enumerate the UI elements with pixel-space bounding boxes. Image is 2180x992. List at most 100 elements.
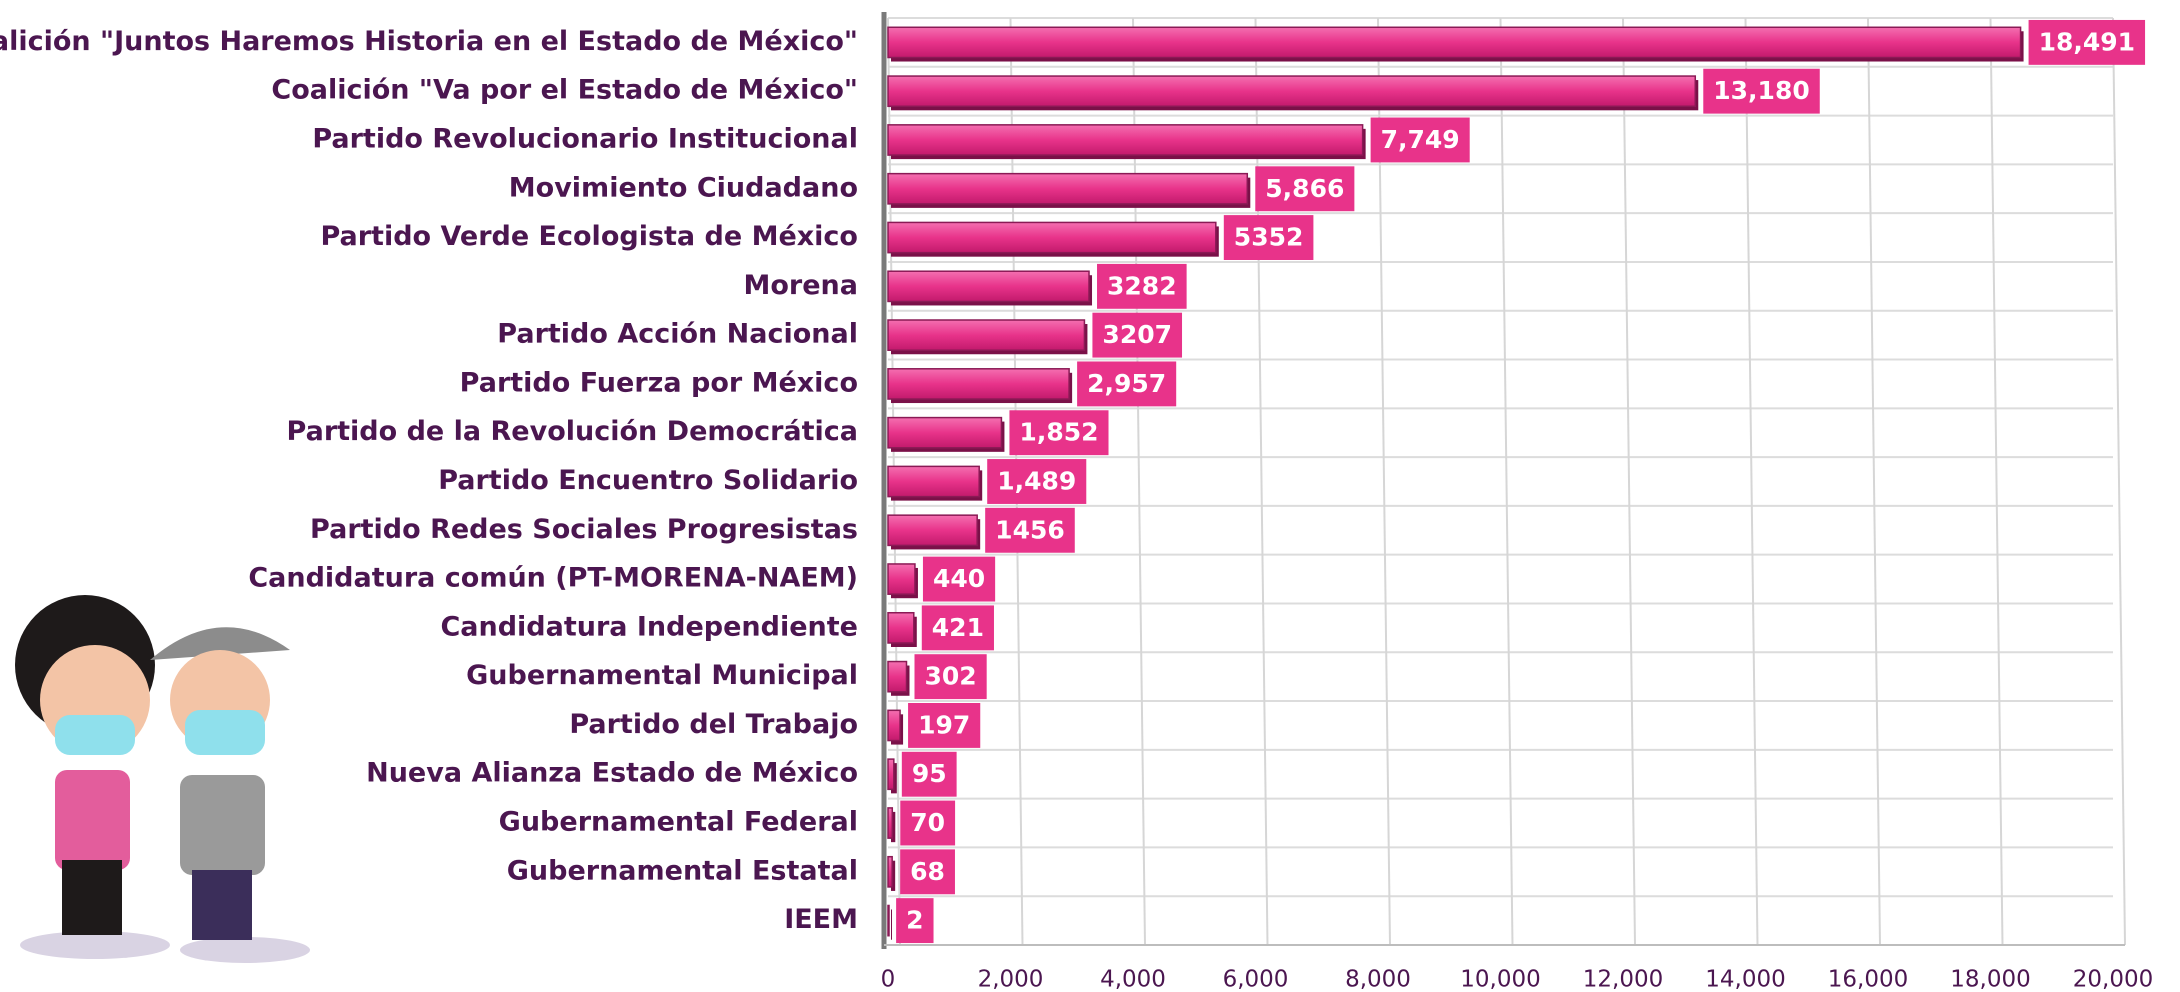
x-tick-label: 16,000 xyxy=(1828,967,1908,992)
value-label: 2,957 xyxy=(1087,369,1166,398)
bar-shadow xyxy=(891,909,892,940)
bar xyxy=(887,221,1217,254)
value-label: 18,491 xyxy=(2039,27,2135,56)
y-tick-label: Partido Revolucionario Institucional xyxy=(312,123,858,154)
x-tick-label: 4,000 xyxy=(1100,967,1166,992)
bar xyxy=(887,514,978,547)
x-tick-label: 8,000 xyxy=(1345,967,1411,992)
value-label-box xyxy=(1009,410,1109,456)
value-label: 3282 xyxy=(1107,271,1177,300)
bar xyxy=(887,416,1003,449)
value-label-group: 13,180 xyxy=(1703,68,1820,114)
value-label-group: 1,852 xyxy=(1009,410,1109,456)
x-tick-label: 14,000 xyxy=(1705,967,1785,992)
y-tick-label: Partido Verde Ecologista de México xyxy=(320,221,858,252)
grid-line xyxy=(1499,17,1514,946)
bar xyxy=(887,611,915,644)
value-label-box xyxy=(1703,68,1820,114)
bar-shadow xyxy=(891,811,896,843)
value-label: 1456 xyxy=(995,515,1065,544)
value-label-group: 3207 xyxy=(1092,312,1183,358)
value-label-group: 197 xyxy=(908,703,981,748)
bar xyxy=(887,270,1090,303)
y-tick-label: IEEM xyxy=(784,904,858,935)
x-tick-label: 20,000 xyxy=(2073,967,2153,992)
value-label-box xyxy=(1097,263,1187,309)
value-label: 197 xyxy=(918,710,970,739)
y-tick-label: Candidatura común (PT-MORENA-NAEM) xyxy=(248,563,858,594)
value-label-group: 70 xyxy=(900,800,956,846)
grid-line xyxy=(1377,17,1391,946)
bar xyxy=(887,709,901,742)
value-label-group: 2 xyxy=(896,898,934,944)
bar xyxy=(887,172,1249,205)
value-label-box xyxy=(987,459,1087,504)
value-label: 95 xyxy=(912,759,947,788)
bar xyxy=(887,758,895,791)
bar xyxy=(887,465,980,498)
x-tick-label: 10,000 xyxy=(1460,967,1540,992)
x-tick-label: 0 xyxy=(881,967,896,992)
y-tick-label: Partido Fuerza por México xyxy=(460,367,858,398)
value-label-group: 1,489 xyxy=(987,459,1087,504)
x-tick-label: 6,000 xyxy=(1223,967,1289,992)
value-label: 3207 xyxy=(1102,320,1172,349)
value-label-box xyxy=(1092,312,1183,358)
bar xyxy=(887,75,1697,108)
value-label-group: 5,866 xyxy=(1255,166,1355,212)
value-label: 7,749 xyxy=(1381,125,1460,154)
value-label-group: 68 xyxy=(900,849,955,895)
value-label-box xyxy=(914,654,987,700)
value-label: 70 xyxy=(910,808,945,837)
value-label: 1,489 xyxy=(997,467,1076,496)
value-label: 302 xyxy=(924,662,976,691)
value-label: 2 xyxy=(906,906,923,935)
value-label-box xyxy=(1223,215,1314,260)
y-tick-label: Partido Encuentro Solidario xyxy=(438,465,858,496)
value-label-box xyxy=(2028,19,2146,65)
value-label-box xyxy=(901,751,957,797)
bar xyxy=(887,660,908,693)
bar-shadow xyxy=(891,860,896,891)
value-label-group: 95 xyxy=(901,751,957,797)
grid-line xyxy=(1622,17,1636,946)
bar xyxy=(887,26,2022,59)
x-tick-label: 18,000 xyxy=(1950,967,2030,992)
y-tick-label: Partido Redes Sociales Progresistas xyxy=(310,514,858,545)
bar xyxy=(887,124,1364,156)
value-label-box xyxy=(922,556,996,602)
value-label-box xyxy=(1370,117,1470,163)
value-label-group: 3282 xyxy=(1097,263,1187,309)
y-tick-label: Gubernamental Federal xyxy=(499,807,858,838)
y-tick-label: Partido del Trabajo xyxy=(569,709,858,740)
y-tick-label: Partido Acción Nacional xyxy=(497,319,858,350)
value-label-group: 7,749 xyxy=(1370,117,1470,163)
value-label: 5,866 xyxy=(1265,174,1344,203)
value-label-box xyxy=(921,605,994,651)
y-tick-label: Coalición "Va por el Estado de México" xyxy=(271,75,858,106)
grid-line xyxy=(1989,17,2004,946)
y-tick-label: Movimiento Ciudadano xyxy=(509,172,858,203)
bar xyxy=(887,807,894,839)
value-label: 13,180 xyxy=(1713,76,1809,105)
y-tick-label: Morena xyxy=(744,270,859,301)
grid-line xyxy=(1132,17,1146,946)
bar xyxy=(887,319,1086,352)
value-label-group: 2,957 xyxy=(1077,361,1177,407)
value-label-group: 421 xyxy=(921,605,994,651)
value-label-group: 1456 xyxy=(985,507,1075,553)
value-label-group: 18,491 xyxy=(2028,19,2146,65)
value-label-box xyxy=(985,507,1075,553)
value-label: 440 xyxy=(933,564,985,593)
x-tick-label: 12,000 xyxy=(1583,967,1663,992)
value-label: 68 xyxy=(910,857,945,886)
illustration xyxy=(15,595,310,963)
value-label-box xyxy=(896,898,934,944)
y-tick-label: Partido de la Revolución Democrática xyxy=(287,416,858,447)
value-label-box xyxy=(908,703,981,748)
grid-line xyxy=(1744,17,1759,946)
y-tick-label: Gubernamental Estatal xyxy=(507,855,858,886)
y-tick-label: Coalición "Juntos Haremos Historia en el… xyxy=(0,26,858,57)
bar xyxy=(887,368,1070,400)
